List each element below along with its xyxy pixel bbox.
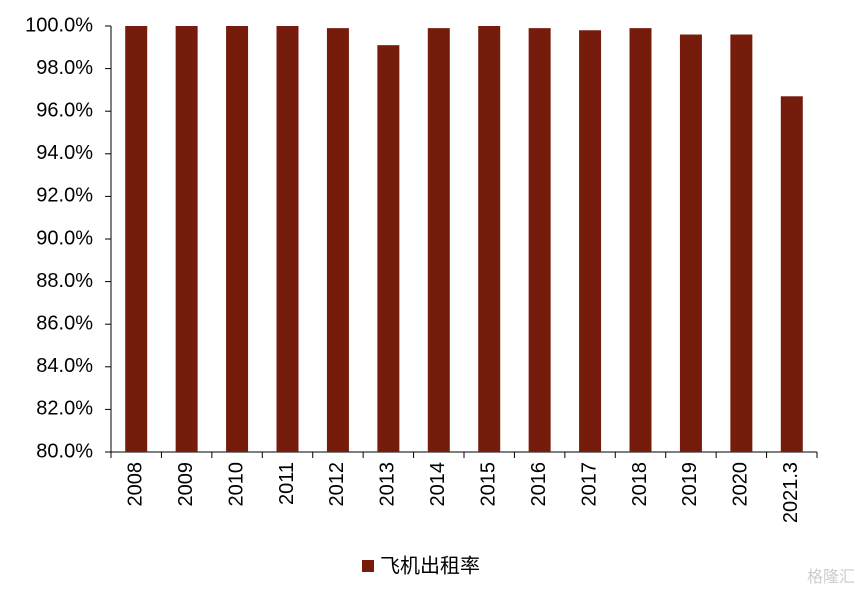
x-tick-label: 2008	[124, 462, 146, 507]
y-tick-label: 84.0%	[36, 355, 93, 377]
y-tick-label: 86.0%	[36, 312, 93, 334]
y-tick-label: 96.0%	[36, 99, 93, 121]
y-tick-label: 88.0%	[36, 270, 93, 292]
legend-label: 飞机出租率	[380, 554, 480, 577]
bar	[730, 34, 753, 453]
bar	[175, 26, 198, 452]
y-tick-label: 100.0%	[25, 14, 93, 36]
legend-swatch	[362, 560, 374, 572]
x-tick-label: 2015	[477, 462, 499, 507]
bar	[276, 26, 299, 452]
bar	[528, 28, 551, 452]
bar	[478, 26, 501, 452]
watermark: 格隆汇	[807, 568, 855, 586]
bar	[629, 28, 652, 452]
x-tick-label: 2018	[629, 462, 651, 507]
y-tick-label: 80.0%	[36, 440, 93, 462]
y-tick-label: 98.0%	[36, 57, 93, 79]
x-tick-label: 2016	[528, 462, 550, 507]
y-tick-label: 94.0%	[36, 142, 93, 164]
bar	[377, 45, 400, 453]
x-tick-label: 2020	[730, 462, 752, 507]
y-tick-label: 82.0%	[36, 398, 93, 420]
x-tick-label: 2013	[377, 462, 399, 507]
x-tick-label: 2021.3	[780, 462, 802, 523]
bar	[780, 96, 803, 452]
bar	[579, 30, 602, 452]
bar	[427, 28, 450, 452]
x-tick-label: 2011	[276, 462, 298, 505]
x-tick-label: 2019	[679, 462, 701, 507]
bar	[679, 34, 702, 453]
x-tick-label: 2012	[326, 462, 348, 507]
x-tick-label: 2009	[175, 462, 197, 507]
x-tick-label: 2014	[427, 462, 449, 507]
x-tick-label: 2010	[225, 462, 247, 507]
y-tick-label: 92.0%	[36, 185, 93, 207]
x-tick-label: 2017	[578, 462, 600, 507]
y-tick-label: 90.0%	[36, 227, 93, 249]
bar	[226, 26, 249, 452]
bar	[326, 28, 349, 452]
bar	[125, 26, 148, 452]
